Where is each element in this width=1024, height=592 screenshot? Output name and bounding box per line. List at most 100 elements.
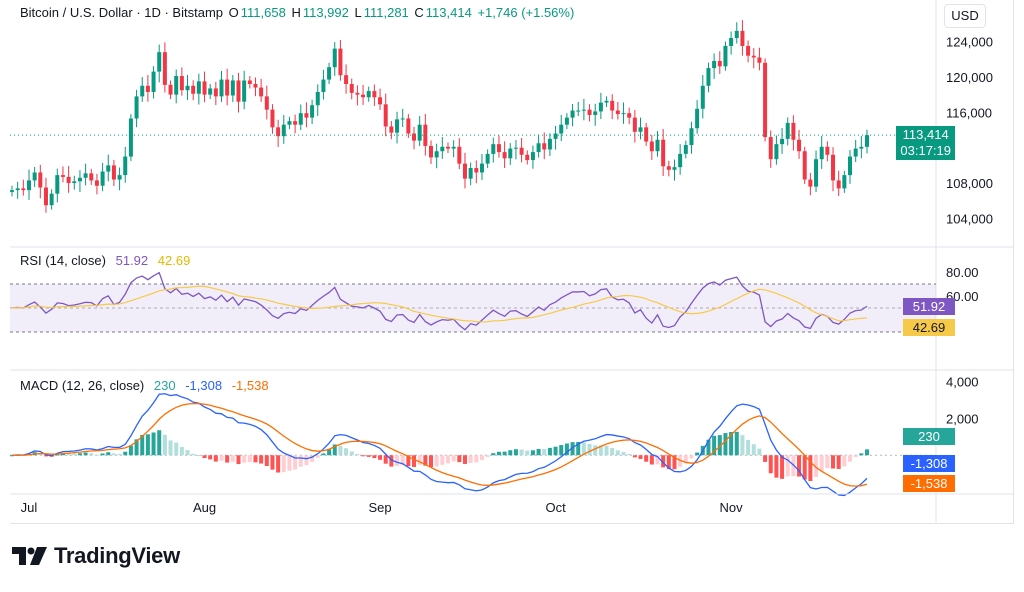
macd-histogram-bar — [55, 454, 60, 456]
rsi-value: 51.92 — [912, 299, 946, 314]
macd-histogram-bar — [729, 432, 734, 456]
candle-body — [593, 111, 598, 115]
candle-body — [106, 165, 111, 172]
macd-histogram-bar — [213, 455, 218, 462]
candle-body — [621, 113, 626, 115]
candle-body — [281, 124, 286, 137]
rsi-title[interactable]: RSI (14, close) 51.92 42.69 — [20, 253, 196, 268]
candle-body — [174, 76, 179, 95]
price-tick-label: 104,000 — [946, 211, 993, 226]
tradingview-logo[interactable]: TradingView — [12, 543, 180, 569]
macd-histogram-bar — [185, 450, 190, 456]
macd-histogram-bar — [225, 455, 230, 463]
macd-histogram-bar — [157, 430, 162, 456]
currency-selector[interactable]: USD — [944, 4, 986, 28]
macd-histogram-bar — [174, 442, 179, 456]
macd-histogram-bar — [179, 447, 184, 456]
macd-histogram-bar — [10, 455, 14, 457]
macd-histogram-bar — [38, 453, 43, 456]
macd-histogram-bar — [570, 442, 575, 456]
symbol-name[interactable]: Bitcoin / U.S. Dollar · 1D · Bitstamp — [20, 5, 223, 20]
candle-body — [848, 156, 853, 176]
candle-body — [576, 110, 581, 112]
macd-histogram-bar — [859, 453, 864, 456]
macd-histogram-bar — [349, 451, 354, 456]
candle-body — [672, 167, 677, 170]
candle-body — [746, 45, 751, 56]
macd-histogram-bar — [842, 455, 847, 467]
candle-body — [831, 154, 836, 181]
time-axis-label: Sep — [368, 500, 391, 515]
macd-histogram-bar — [661, 455, 666, 468]
candle-body — [389, 126, 394, 133]
chart-frame[interactable]: 124,000 120,000 116,000 108,000 104,000 80.00… — [10, 0, 1014, 524]
macd-histogram-bar — [202, 455, 207, 459]
macd-histogram-bar — [417, 455, 422, 465]
candle-body — [434, 151, 439, 158]
macd-histogram-bar — [304, 455, 309, 466]
candle-body — [468, 168, 473, 179]
macd-histogram-bar — [496, 451, 501, 456]
candle-body — [417, 124, 422, 141]
macd-histogram-bar — [134, 439, 139, 456]
candle-body — [559, 124, 564, 134]
macd-hist-tag: 230 — [903, 428, 955, 445]
candle-body — [151, 71, 156, 92]
macd-histogram-bar — [672, 455, 677, 470]
macd-histogram-bar — [321, 453, 326, 456]
macd-histogram-bar — [621, 452, 626, 456]
candle-body — [196, 81, 201, 94]
candle-body — [162, 52, 167, 85]
candle-body — [706, 68, 711, 86]
rsi-ma-value-tag: 42.69 — [903, 319, 955, 336]
candle-body — [751, 55, 756, 58]
rsi-line — [11, 271, 868, 331]
candle-body — [768, 137, 773, 160]
candle-body — [10, 190, 14, 192]
macd-histogram-bar — [655, 455, 660, 465]
high-value: 113,992 — [302, 5, 349, 20]
candle-body — [627, 113, 632, 118]
macd-histogram-bar — [519, 449, 524, 456]
candle-body — [474, 168, 479, 173]
rsi-ma-value: 42.69 — [912, 320, 946, 335]
macd-histogram-bar — [281, 455, 286, 473]
macd-histogram-bar — [168, 440, 173, 456]
candle-body — [700, 85, 705, 109]
macd-histogram-bar — [797, 455, 802, 477]
macd-histogram-bar — [581, 442, 586, 456]
candle-body — [451, 146, 456, 149]
macd-histogram-bar — [734, 431, 739, 456]
candle-body — [802, 151, 807, 180]
candle-body — [400, 118, 405, 120]
candle-body — [519, 147, 524, 155]
chart-canvas[interactable]: 124,000 120,000 116,000 108,000 104,000 80.00… — [10, 0, 1013, 523]
macd-histogram-bar — [389, 455, 394, 467]
macd-histogram-bar — [502, 451, 507, 456]
macd-histogram-bar — [423, 455, 428, 466]
candle-body — [553, 133, 558, 139]
macd-histogram-bar — [644, 455, 649, 462]
macd-histogram-bar — [383, 455, 388, 464]
macd-histogram-bar — [247, 455, 252, 463]
macd-histogram-bar — [780, 455, 785, 479]
macd-histogram-bar — [706, 439, 711, 456]
macd-title[interactable]: MACD (12, 26, close) 230 -1,308 -1,538 — [20, 378, 275, 393]
macd-histogram-bar — [128, 445, 133, 456]
candle-body — [638, 127, 643, 132]
macd-signal-line — [11, 402, 868, 487]
macd-histogram-bar — [593, 445, 598, 456]
macd-histogram-bar — [94, 454, 99, 456]
price-tick-label: 108,000 — [946, 176, 993, 191]
rsi-ma-line — [11, 285, 868, 323]
macd-title-text: MACD (12, 26, close) — [20, 378, 145, 393]
macd-histogram-bar — [400, 455, 405, 466]
candle-body — [344, 75, 349, 84]
macd-histogram-bar — [276, 455, 281, 473]
macd-histogram-bar — [615, 450, 620, 456]
candle-body — [780, 138, 785, 145]
time-axis-label: Jul — [21, 500, 38, 515]
candle-body — [502, 152, 507, 159]
candle-body — [332, 48, 337, 68]
macd-histogram-bar — [836, 455, 841, 469]
